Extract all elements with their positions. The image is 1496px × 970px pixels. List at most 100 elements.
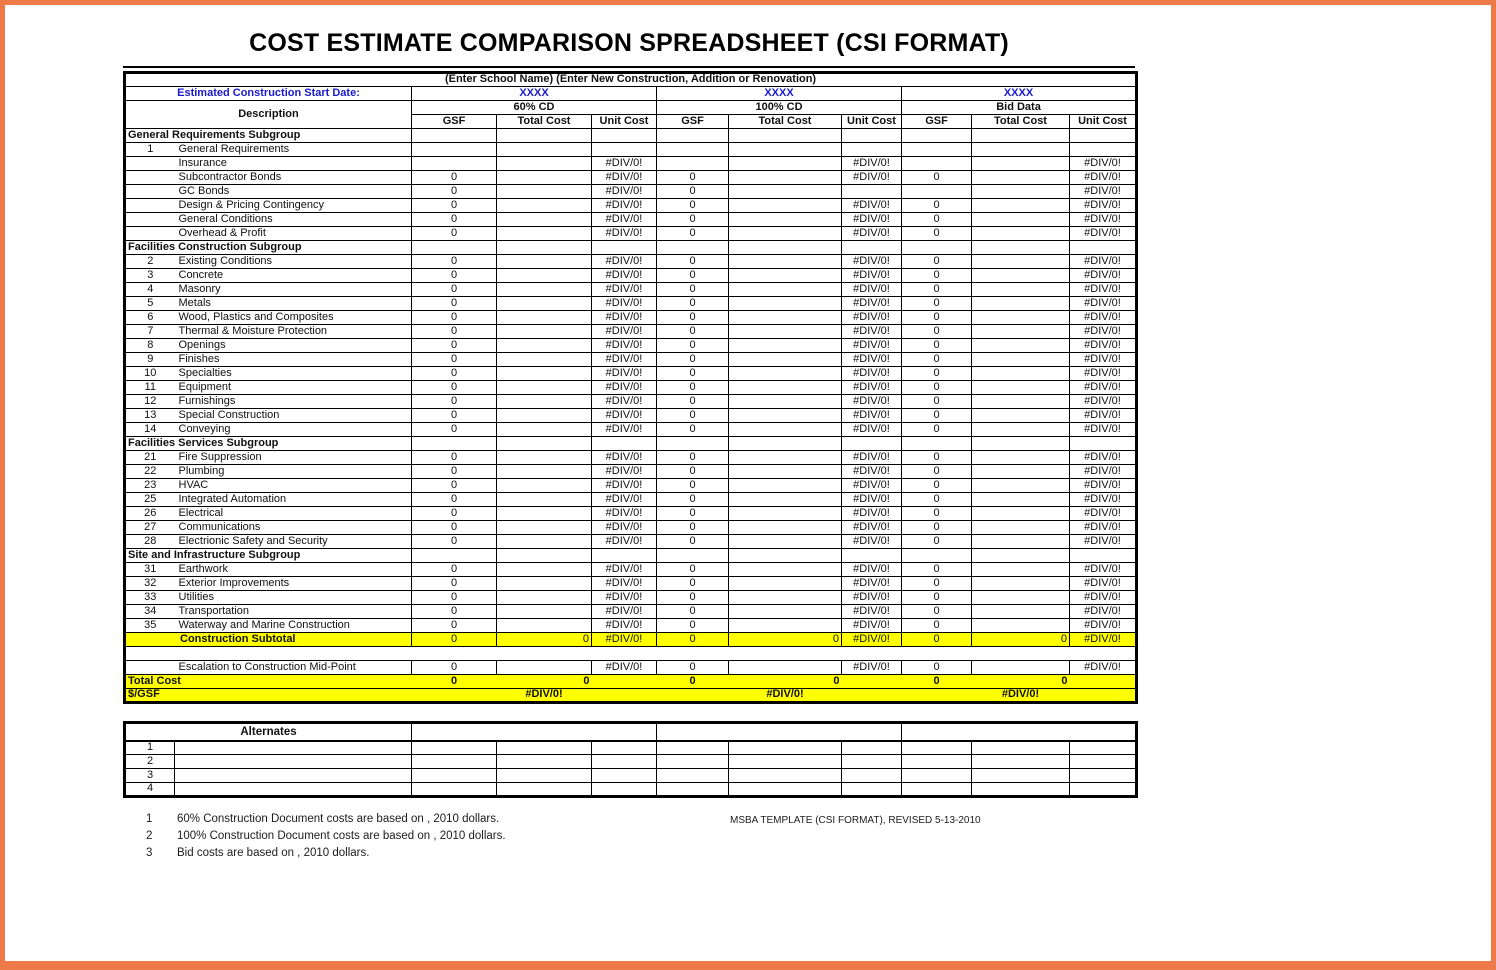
unit-cost-cell: #DIV/0! [1068, 590, 1138, 605]
table-row: GC Bonds 0 #DIV/0! 0 #DIV/0! [124, 184, 1138, 199]
total-cost-cell [971, 604, 1070, 619]
template-note: MSBA TEMPLATE (CSI FORMAT), REVISED 5-13… [730, 815, 981, 826]
row-number: 1 [124, 142, 175, 157]
row-label: Masonry [174, 282, 412, 297]
gsf-cell: 0 [411, 464, 497, 479]
total-cost-cell [728, 198, 842, 213]
total-cost-cell [496, 422, 592, 437]
gsf-cell: 0 [901, 576, 972, 591]
footnote-line: 2 100% Construction Document costs are ba… [123, 830, 1135, 847]
unit-cost-cell: #DIV/0! [841, 492, 902, 507]
unit-cost-cell [1069, 674, 1137, 689]
alternates-header: Alternates [124, 722, 412, 742]
total-cost-cell [971, 576, 1070, 591]
total-cost-cell [971, 754, 1071, 769]
total-cost-cell: 0 [496, 632, 592, 647]
total-cost-cell: 0 [728, 674, 842, 689]
unit-cost-cell: #DIV/0! [591, 184, 657, 199]
gsf-cell: 0 [656, 534, 729, 549]
unit-cost-cell: #DIV/0! [591, 492, 657, 507]
unit-cost-cell: #DIV/0! [1068, 506, 1138, 521]
total-cost-cell [971, 198, 1070, 213]
row-number: 12 [124, 394, 175, 409]
total-cost-cell [971, 142, 1070, 157]
unit-cost-cell [1068, 436, 1138, 451]
gsf-cell: 0 [901, 506, 972, 521]
unit-cost-cell: #DIV/0! [1068, 422, 1138, 437]
unit-cost-cell: #DIV/0! [591, 618, 657, 633]
row-label: Special Construction [174, 408, 412, 423]
group-header-row: Description 60% CD 100% CD Bid Data [124, 100, 1138, 129]
gsf-cell: 0 [901, 590, 972, 605]
unit-cost-cell: #DIV/0! [1068, 296, 1138, 311]
row-number: 3 [124, 268, 175, 283]
unit-cost-cell: #DIV/0! [591, 450, 657, 465]
unit-cost-cell: #DIV/0! [1068, 268, 1138, 283]
gsf-cell: 0 [656, 366, 729, 381]
row-number [124, 170, 175, 185]
total-cost-cell [728, 310, 842, 325]
gsf-cell [656, 128, 729, 143]
total-cost-cell: 0 [728, 632, 842, 647]
total-cost-cell [728, 408, 842, 423]
row-number: 23 [124, 478, 175, 493]
footnote-text: 60% Construction Document costs are base… [177, 813, 500, 825]
gsf-cell: 0 [656, 520, 729, 535]
gsf-cell: 0 [656, 408, 729, 423]
total-cost-cell [971, 156, 1070, 171]
gsf-cell [411, 142, 497, 157]
row-number: 35 [124, 618, 175, 633]
unit-cost-cell [590, 768, 658, 783]
subgroup-label: Facilities Construction Subgroup [124, 240, 412, 255]
unit-cost-cell: #DIV/0! [1068, 394, 1138, 409]
gsf-cell: 0 [901, 492, 972, 507]
gsf-cell [656, 156, 729, 171]
row-number [124, 226, 175, 241]
gsf-cell: 0 [411, 534, 497, 549]
gsf-cell [901, 782, 973, 797]
table-row: 2 Existing Conditions 0 #DIV/0! 0 #DIV/0! 0 #DI… [124, 254, 1138, 269]
unit-cost-cell: #DIV/0! [1068, 324, 1138, 339]
total-cost-cell [971, 366, 1070, 381]
group-header-60cd: 60% CD [411, 100, 657, 115]
unit-cost-cell [841, 768, 903, 783]
alternate-number: 2 [124, 754, 175, 769]
table-row: 23 HVAC 0 #DIV/0! 0 #DIV/0! 0 #DIV/0! [124, 478, 1138, 493]
alternates-header-row: Alternates [124, 722, 1138, 742]
unit-cost-cell: #DIV/0! [841, 394, 902, 409]
gsf-cell: 0 [411, 506, 497, 521]
per-gsf-row: $/GSF #DIV/0! #DIV/0! #DIV/0! [124, 688, 1137, 703]
unit-cost-cell: #DIV/0! [1068, 212, 1138, 227]
total-cost-cell [496, 768, 592, 783]
row-number: 31 [124, 562, 175, 577]
unit-cost-cell: #DIV/0! [1068, 478, 1138, 493]
gsf-cell [656, 754, 730, 769]
row-label: Communications [174, 520, 412, 535]
gsf-cell [656, 240, 729, 255]
gsf-cell: 0 [411, 296, 497, 311]
unit-cost-cell [1068, 128, 1138, 143]
total-cost-cell [496, 520, 592, 535]
unit-cost-cell: #DIV/0! [841, 324, 902, 339]
total-cost-cell [496, 408, 592, 423]
total-cost-cell [728, 436, 842, 451]
total-cost-cell [971, 506, 1070, 521]
total-cost-cell [496, 296, 592, 311]
gsf-cell: 0 [656, 576, 729, 591]
total-cost-cell [971, 128, 1070, 143]
unit-cost-cell: #DIV/0! [591, 478, 657, 493]
table-row: 10 Specialties 0 #DIV/0! 0 #DIV/0! 0 #DIV/0! [124, 366, 1138, 381]
unit-cost-cell: #DIV/0! [841, 380, 902, 395]
gsf-cell: 0 [901, 422, 972, 437]
subgroup-row: Facilities Services Subgroup [124, 436, 1138, 451]
total-cost-cell [728, 768, 843, 783]
gsf-cell: 0 [901, 380, 972, 395]
total-cost-cell [728, 782, 843, 797]
row-label: Conveying [174, 422, 412, 437]
total-cost-cell: 0 [971, 674, 1070, 689]
unit-cost-cell: #DIV/0! [591, 422, 657, 437]
table-row: 14 Conveying 0 #DIV/0! 0 #DIV/0! 0 #DIV/0! [124, 422, 1138, 437]
gsf-cell: 0 [656, 604, 729, 619]
total-cost-cell [496, 464, 592, 479]
gsf-cell [411, 754, 497, 769]
